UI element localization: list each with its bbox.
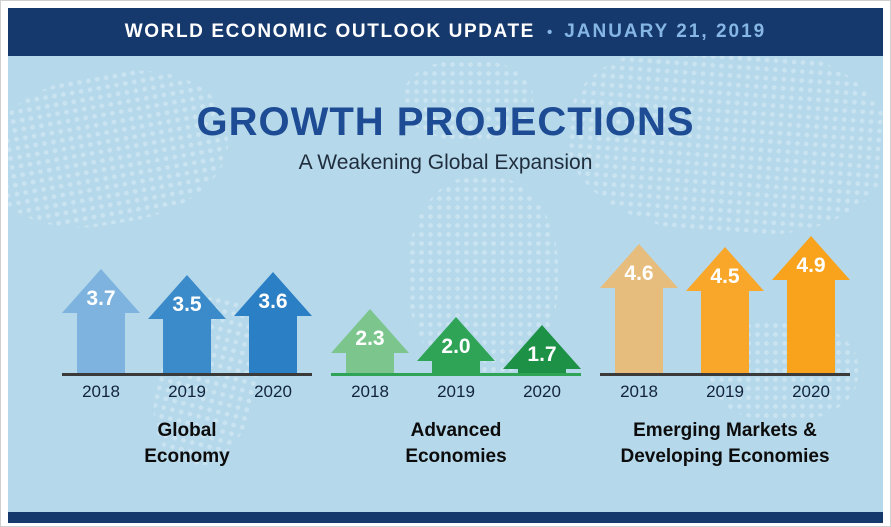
- group-label-line: Economies: [405, 445, 507, 467]
- axis-baseline: [600, 373, 850, 377]
- arrow-value-label: 3.7: [86, 287, 115, 310]
- year-label: 2019: [168, 382, 206, 402]
- year-label: 2020: [254, 382, 292, 402]
- arrow-value-label: 1.7: [527, 343, 556, 366]
- chart-group-advanced-economies: 2.3 2.0 1.7 2018 2019 2020 Advanced Economies: [331, 233, 581, 469]
- group-label: Global Economy: [144, 418, 230, 469]
- year-labels: 2018 2019 2020: [62, 382, 312, 402]
- growth-arrow: 4.5: [686, 247, 764, 374]
- group-label-line: Economy: [144, 445, 230, 467]
- axis-baseline: [62, 373, 312, 377]
- arrow-value-label: 3.6: [258, 290, 287, 313]
- arrow-value-label: 2.3: [355, 327, 384, 350]
- year-label: 2018: [620, 382, 658, 402]
- group-label-line: Emerging Markets &: [633, 420, 817, 442]
- growth-arrow: 3.5: [148, 275, 226, 374]
- page-subtitle: A Weakening Global Expansion: [298, 151, 593, 174]
- chart-group-emerging-markets: 4.6 4.5 4.9 2018 2019 2020 Emerging Markets …: [600, 233, 850, 469]
- group-label-line: Developing Economies: [620, 445, 830, 467]
- arrow-value-label: 4.6: [624, 262, 653, 285]
- page-title: GROWTH PROJECTIONS: [196, 100, 695, 144]
- arrow-chart: 2.3 2.0 1.7: [331, 233, 581, 374]
- group-label-line: Advanced: [410, 420, 502, 442]
- chart-canvas: GROWTH PROJECTIONS A Weakening Global Ex…: [8, 56, 883, 512]
- year-label: 2020: [523, 382, 561, 402]
- arrow-chart: 3.7 3.5 3.6: [62, 233, 312, 374]
- year-label: 2018: [351, 382, 389, 402]
- arrow-value-label: 4.9: [796, 254, 825, 277]
- year-label: 2020: [792, 382, 830, 402]
- chart-group-global-economy: 3.7 3.5 3.6 2018 2019 2020 Global Economy: [62, 233, 312, 469]
- growth-arrow: 4.6: [600, 244, 678, 374]
- axis-baseline: [331, 373, 581, 377]
- arrow-chart: 4.6 4.5 4.9: [600, 233, 850, 374]
- arrow-value-label: 2.0: [441, 335, 470, 358]
- group-label: Emerging Markets & Developing Economies: [620, 418, 829, 469]
- growth-arrow: 3.7: [62, 269, 140, 374]
- content-area: GROWTH PROJECTIONS A Weakening Global Ex…: [8, 56, 883, 512]
- chart-row: 3.7 3.5 3.6 2018 2019 2020 Global Economy 2.3…: [8, 233, 883, 469]
- group-label-line: Global: [157, 420, 217, 442]
- arrow-value-label: 3.5: [172, 293, 202, 316]
- year-label: 2018: [82, 382, 120, 402]
- growth-arrow: 1.7: [503, 325, 581, 374]
- year-labels: 2018 2019 2020: [600, 382, 850, 402]
- banner-title: WORLD ECONOMIC OUTLOOK UPDATE: [124, 21, 535, 42]
- growth-arrow: 2.0: [417, 317, 495, 374]
- growth-arrow: 3.6: [234, 272, 312, 374]
- group-label: Advanced Economies: [405, 418, 506, 469]
- growth-arrow: 2.3: [331, 309, 409, 374]
- bottom-banner: [8, 512, 883, 523]
- year-label: 2019: [706, 382, 744, 402]
- top-banner: WORLD ECONOMIC OUTLOOK UPDATE • JANUARY …: [8, 8, 883, 56]
- year-labels: 2018 2019 2020: [331, 382, 581, 402]
- year-label: 2019: [437, 382, 475, 402]
- bullet-separator-icon: •: [546, 23, 553, 41]
- arrow-value-label: 4.5: [710, 265, 740, 288]
- growth-arrow: 4.9: [772, 236, 850, 374]
- banner-date: JANUARY 21, 2019: [564, 21, 767, 42]
